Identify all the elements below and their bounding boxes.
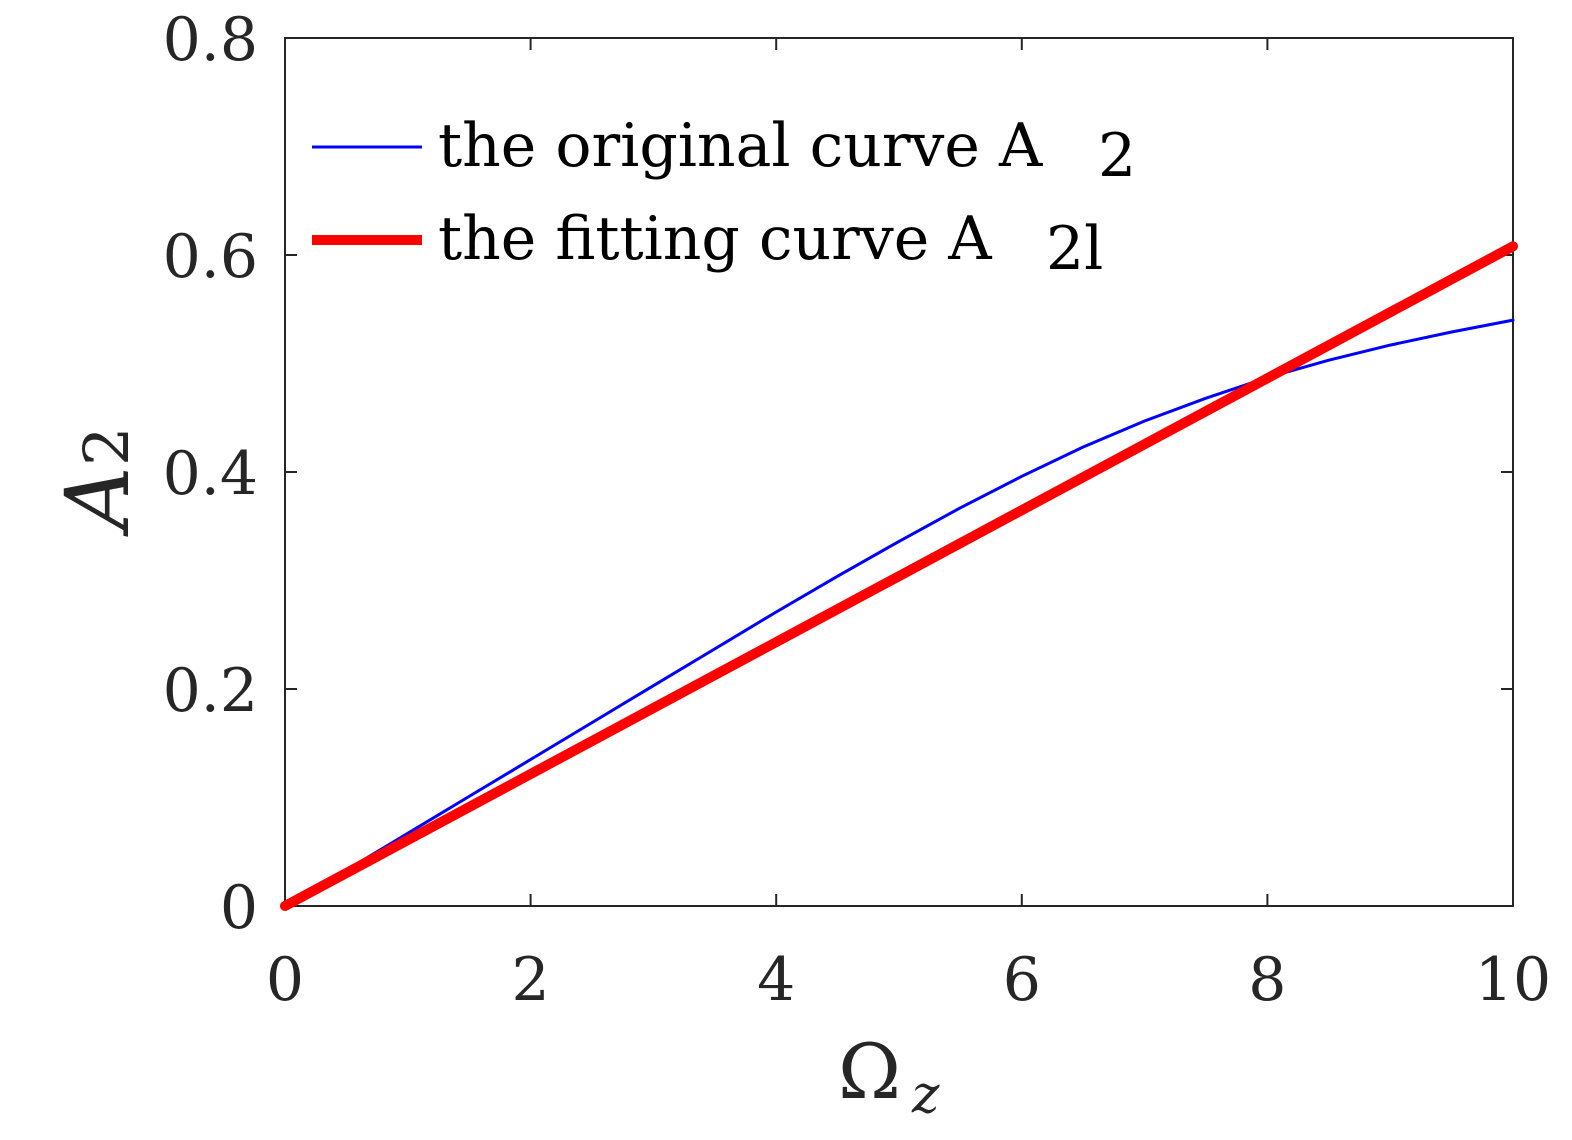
x-tick-label: 4 [757, 945, 795, 1015]
x-tick-label: 8 [1248, 945, 1286, 1015]
legend-entry-fitting: the fitting curve A 2l [312, 204, 1103, 284]
series-lines [280, 241, 1518, 911]
y-tick-label: 0.8 [163, 5, 258, 75]
axes-box [284, 37, 1514, 907]
x-axis-label: Ω [838, 1027, 901, 1116]
plot-area [280, 37, 1518, 911]
x-tick-labels: 0 2 4 6 8 10 [266, 945, 1551, 1015]
legend-label-fitting: the fitting curve A [438, 204, 992, 274]
legend-entry-original: the original curve A 2 [312, 111, 1136, 191]
x-axis-title: Ω z [838, 1027, 940, 1125]
y-tick-label: 0 [220, 873, 258, 943]
y-axis-title: A 2 [46, 427, 149, 537]
legend-label-original-sub: 2 [1098, 121, 1136, 191]
y-tick-label: 0.4 [163, 439, 258, 509]
x-tick-label: 6 [1003, 945, 1041, 1015]
x-tick-label: 2 [512, 945, 550, 1015]
y-tick-label: 0.6 [163, 222, 258, 292]
y-tick-labels: 0 0.2 0.4 0.6 0.8 [163, 5, 258, 943]
x-tick-label: 0 [266, 945, 304, 1015]
series-line-original [283, 318, 1515, 908]
x-tick-label: 10 [1475, 945, 1551, 1015]
legend-label-original: the original curve A [438, 111, 1043, 181]
y-tick-label: 0.2 [163, 656, 258, 726]
legend-label-fitting-sub: 2l [1046, 214, 1103, 284]
y-axis-label: A [46, 466, 149, 537]
y-axis-label-sub: 2 [70, 427, 143, 466]
x-axis-label-sub: z [911, 1065, 940, 1125]
legend: the original curve A 2 the fitting curve… [312, 111, 1136, 284]
series-line-fitting [280, 241, 1518, 911]
